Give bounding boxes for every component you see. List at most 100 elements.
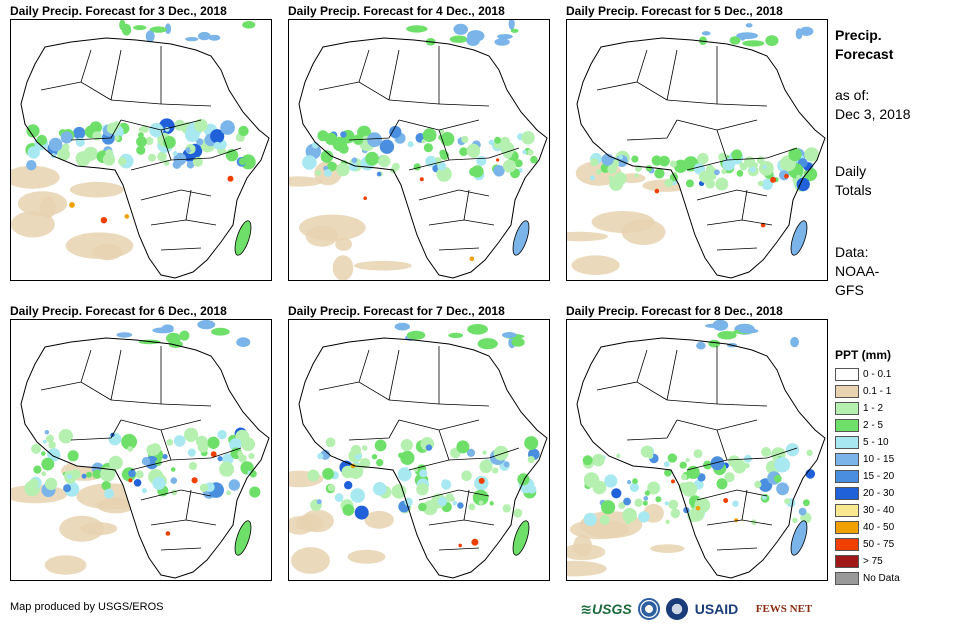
- rain-cell: [406, 330, 426, 340]
- rain-cell: [589, 175, 595, 181]
- rain-cell: [468, 146, 480, 158]
- country-border: [80, 349, 92, 383]
- rain-cell: [100, 466, 116, 482]
- legend-label: 15 - 20: [863, 470, 895, 482]
- rain-cell: [367, 132, 382, 148]
- heading-line1: Precip.: [835, 27, 882, 43]
- africa-precip-map: [289, 20, 548, 280]
- country-border: [110, 399, 162, 405]
- heavy-rain-cell: [496, 158, 500, 162]
- country-border: [488, 447, 520, 459]
- rain-cell: [48, 137, 63, 152]
- rain-cell: [796, 174, 801, 179]
- legend-item: 30 - 40: [835, 503, 894, 517]
- rain-cell: [198, 31, 211, 41]
- rain-cell: [790, 336, 799, 348]
- rain-cell: [736, 170, 744, 177]
- legend-label: 50 - 75: [863, 538, 895, 550]
- legend-swatch: [835, 486, 859, 500]
- country-border: [666, 99, 718, 105]
- rain-cell: [324, 169, 332, 177]
- country-border: [438, 403, 490, 407]
- rain-cell: [418, 502, 427, 512]
- rain-cell: [494, 136, 502, 144]
- rain-cell: [249, 486, 261, 498]
- legend-swatch: [835, 435, 859, 449]
- data-line1: Data:: [835, 244, 869, 260]
- rain-cell: [315, 169, 322, 176]
- country-border: [418, 189, 490, 201]
- rain-cell: [492, 467, 499, 474]
- rain-cell: [712, 320, 729, 331]
- map-panel-dec6: Daily Precip. Forecast for 6 Dec., 2018: [10, 304, 272, 581]
- country-border: [110, 99, 162, 105]
- rain-cell: [211, 327, 230, 336]
- legend-item: 20 - 30: [835, 486, 894, 500]
- country-border: [140, 189, 212, 201]
- rain-cell: [116, 332, 133, 338]
- rain-cell: [27, 146, 40, 159]
- coastline: [298, 337, 548, 579]
- fews-net-logo: FEWS NET: [755, 603, 813, 615]
- panel-title: Daily Precip. Forecast for 8 Dec., 2018: [566, 304, 783, 318]
- rain-cell: [716, 478, 728, 490]
- rain-cell: [669, 160, 677, 168]
- rain-cell: [527, 149, 534, 156]
- rain-cell: [164, 23, 172, 34]
- rain-cell: [680, 473, 688, 481]
- rain-cell: [439, 129, 445, 135]
- rain-cell: [693, 449, 703, 458]
- rain-cell: [36, 134, 48, 146]
- legend-item: > 75: [835, 554, 883, 568]
- rain-cell: [599, 514, 610, 525]
- rain-cell: [359, 458, 371, 469]
- rain-cell: [400, 439, 413, 452]
- country-border: [636, 349, 648, 383]
- rain-cell: [449, 35, 468, 43]
- rain-cell: [213, 141, 222, 150]
- rain-cell: [217, 456, 223, 462]
- legend-swatch: [835, 537, 859, 551]
- rain-cell: [731, 149, 743, 161]
- precip-map: [566, 19, 828, 281]
- panel-title: Daily Precip. Forecast for 4 Dec., 2018: [288, 4, 505, 18]
- legend-label: 1 - 2: [863, 402, 884, 414]
- rain-cell: [391, 484, 407, 499]
- country-border: [130, 459, 172, 471]
- rain-cell: [321, 132, 329, 139]
- rain-cell: [135, 470, 144, 479]
- rain-cell: [397, 467, 412, 482]
- rain-cell: [350, 444, 362, 456]
- country-border: [70, 119, 122, 141]
- madagascar: [512, 520, 530, 556]
- heavy-rain-cell: [770, 176, 777, 183]
- rain-cell: [208, 34, 221, 41]
- rain-cell: [365, 151, 379, 166]
- country-border: [388, 99, 440, 105]
- rain-cell: [592, 453, 605, 467]
- country-border: [438, 247, 480, 251]
- rain-cell: [184, 427, 199, 442]
- rain-cell: [172, 151, 178, 156]
- drizzle-patch: [567, 560, 607, 577]
- rain-cell: [60, 131, 73, 144]
- rain-cell: [724, 472, 735, 483]
- rain-cell: [699, 36, 707, 45]
- rain-cell: [422, 128, 437, 142]
- rain-cell: [407, 141, 414, 148]
- country-border: [463, 489, 470, 521]
- legend-label: 0 - 0.1: [863, 368, 892, 380]
- noaa-logo: [637, 597, 661, 621]
- rain-cell: [501, 332, 517, 338]
- legend-swatch: [835, 401, 859, 415]
- totals-line2: Totals: [835, 182, 872, 198]
- coastline: [298, 37, 548, 279]
- heavy-rain-cell: [471, 538, 479, 546]
- country-border: [686, 459, 728, 471]
- rain-cell: [26, 160, 37, 171]
- rain-cell: [149, 123, 164, 138]
- country-border: [716, 247, 758, 251]
- heavy-rain-cell: [165, 531, 171, 536]
- rain-cell: [604, 474, 618, 488]
- precip-map: [566, 319, 828, 581]
